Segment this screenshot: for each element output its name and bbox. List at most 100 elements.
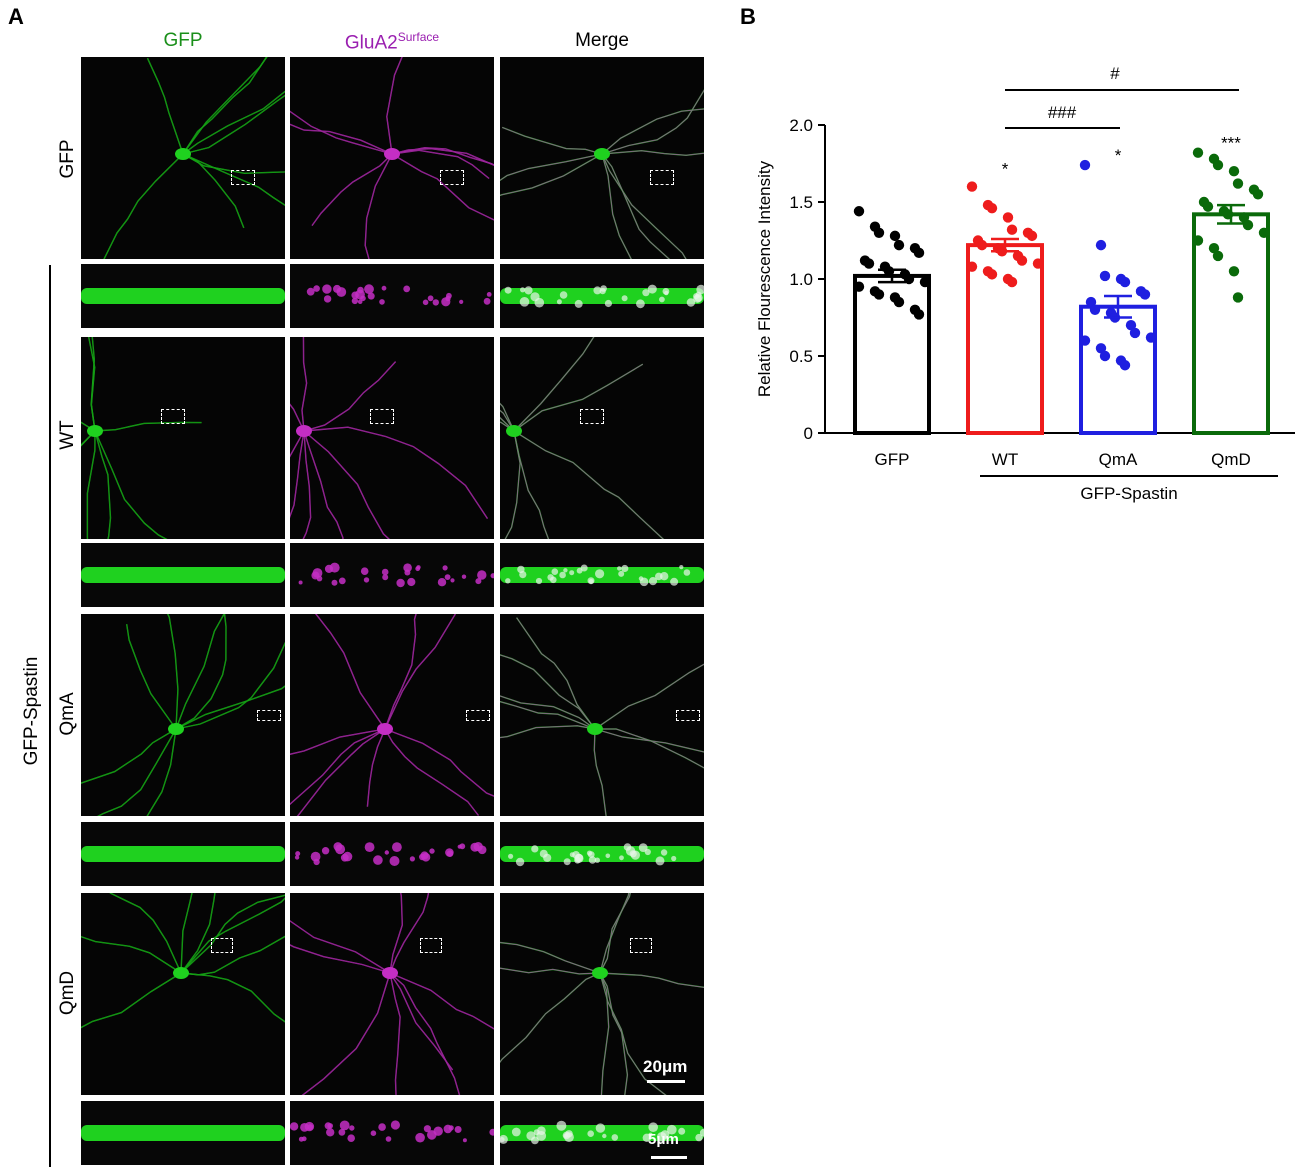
y-tick-label: 1.0 — [789, 270, 813, 289]
zoom-region-box — [161, 409, 185, 424]
zoom-region-box — [630, 938, 652, 953]
data-point-qma — [1095, 239, 1107, 251]
group-bracket-line — [49, 265, 51, 1167]
data-point-gfp — [873, 289, 885, 300]
data-point-qmd — [1242, 219, 1254, 231]
data-point-qma — [1145, 332, 1157, 343]
bar-qma — [1079, 304, 1157, 435]
group-label-gfp-spastin-chart: GFP-Spastin — [1080, 484, 1177, 503]
zoom-inset-gfp-merge — [500, 264, 704, 328]
zoom-region-box — [580, 409, 604, 424]
micrograph-qmd-merge — [500, 893, 704, 1095]
data-point-qma — [1079, 159, 1091, 171]
zoom-region-box — [650, 170, 674, 185]
micrograph-wt-gfp — [81, 337, 285, 539]
zoom-region-box — [466, 710, 490, 721]
zoom-inset-wt-glua2 — [290, 543, 494, 607]
data-point-wt — [976, 239, 988, 251]
data-point-qmd — [1252, 189, 1264, 200]
column-header-gfp: GFP — [163, 30, 203, 51]
significance-marker-wt: * — [1002, 160, 1009, 179]
row-label-gfp: GFP — [57, 139, 78, 179]
x-tick-label-qmd: QmD — [1211, 450, 1251, 469]
data-point-wt — [1006, 224, 1018, 235]
data-point-qmd — [1212, 250, 1224, 262]
y-tick-label: 2.0 — [789, 116, 813, 135]
micrograph-gfp-merge — [500, 57, 704, 259]
data-point-qma — [1099, 350, 1111, 362]
data-point-qma — [1139, 289, 1151, 300]
data-point-qma — [1099, 270, 1111, 282]
micrograph-gfp-glua2 — [290, 57, 494, 259]
zoom-inset-wt-merge — [500, 543, 704, 607]
data-point-qmd — [1238, 212, 1250, 223]
panel-b-letter: B — [740, 4, 756, 29]
data-point-gfp — [919, 276, 931, 288]
data-point-wt — [966, 261, 978, 272]
significance-marker-qmd: *** — [1221, 134, 1241, 153]
data-point-gfp — [853, 206, 865, 217]
zoom-inset-gfp-gfp — [81, 264, 285, 328]
zoom-inset-qma-merge — [500, 822, 704, 886]
data-point-qma — [1119, 276, 1131, 288]
panel-a-letter: A — [8, 4, 24, 29]
data-point-gfp — [889, 230, 901, 242]
micrograph-qma-gfp — [81, 614, 285, 816]
zoom-inset-qmd-merge — [500, 1101, 704, 1165]
data-point-qma — [1129, 327, 1141, 339]
data-point-gfp — [903, 273, 915, 285]
data-point-qmd — [1212, 159, 1224, 171]
micrograph-qmd-gfp — [81, 893, 285, 1095]
zoom-region-box — [231, 170, 255, 185]
column-header-merge: Merge — [575, 30, 629, 51]
data-point-qmd — [1202, 201, 1214, 212]
data-point-gfp — [873, 227, 885, 238]
data-point-wt — [1016, 255, 1028, 266]
data-point-qma — [1095, 343, 1107, 354]
zoom-inset-qmd-gfp — [81, 1101, 285, 1165]
zoom-inset-wt-gfp — [81, 543, 285, 607]
bar-chart: 0 0.5 1.0 1.5 2.0 Relative Flourescence Inten… — [755, 64, 1295, 503]
zoom-inset-qma-gfp — [81, 822, 285, 886]
data-point-qmd — [1192, 147, 1204, 158]
row-label-qma: QmA — [57, 692, 78, 736]
scale-bar-small — [651, 1156, 687, 1159]
zoom-inset-gfp-glua2 — [290, 264, 494, 328]
zoom-region-box — [370, 409, 394, 424]
micrograph-qma-glua2 — [290, 614, 494, 816]
x-tick-label-qma: QmA — [1099, 450, 1138, 469]
zoom-inset-qmd-glua2 — [290, 1101, 494, 1165]
y-tick-label: 0 — [804, 424, 813, 443]
data-point-qma — [1085, 296, 1097, 308]
data-point-gfp — [863, 258, 875, 269]
row-label-wt: WT — [57, 420, 78, 450]
data-point-qmd — [1232, 178, 1244, 189]
y-tick-label: 1.5 — [789, 193, 813, 212]
bar-wt — [966, 243, 1044, 435]
zoom-region-box — [257, 710, 281, 721]
comparison-label-wt-qma: ### — [1048, 103, 1077, 122]
data-point-wt — [1002, 212, 1014, 223]
data-point-qmd — [1228, 166, 1240, 177]
micrograph-gfp-gfp — [81, 57, 285, 259]
zoom-region-box — [440, 170, 464, 185]
data-point-gfp — [893, 239, 905, 251]
data-point-qma — [1119, 360, 1131, 371]
data-point-qma — [1079, 335, 1091, 346]
zoom-inset-qma-glua2 — [290, 822, 494, 886]
x-tick-label-wt: WT — [992, 450, 1018, 469]
x-tick-label-gfp: GFP — [875, 450, 910, 469]
data-point-qmd — [1228, 266, 1240, 277]
data-point-qmd — [1192, 235, 1204, 246]
micrograph-wt-glua2 — [290, 337, 494, 539]
comparison-label-wt-qmd: # — [1110, 64, 1120, 83]
scale-bar-label-small: 5μm — [648, 1131, 679, 1148]
scale-bar-label-large: 20μm — [643, 1057, 688, 1076]
y-axis-label: Relative Flourescence Intensity — [755, 160, 774, 397]
y-tick-label: 0.5 — [789, 347, 813, 366]
zoom-region-box — [211, 938, 233, 953]
data-point-qmd — [1208, 243, 1220, 254]
micrograph-qma-merge — [500, 614, 704, 816]
data-point-wt — [986, 202, 998, 214]
data-point-gfp — [913, 247, 925, 259]
